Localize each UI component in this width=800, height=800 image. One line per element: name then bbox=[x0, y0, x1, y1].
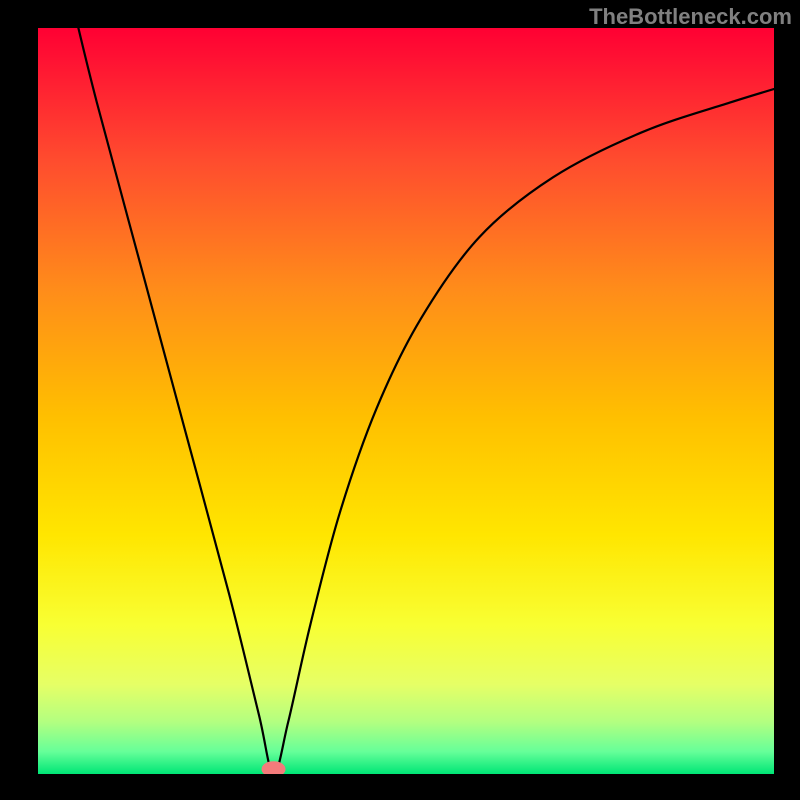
watermark-text: TheBottleneck.com bbox=[589, 4, 792, 30]
bottleneck-chart bbox=[0, 0, 800, 800]
chart-container: TheBottleneck.com bbox=[0, 0, 800, 800]
plot-background bbox=[38, 28, 774, 774]
minimum-marker bbox=[262, 761, 286, 777]
